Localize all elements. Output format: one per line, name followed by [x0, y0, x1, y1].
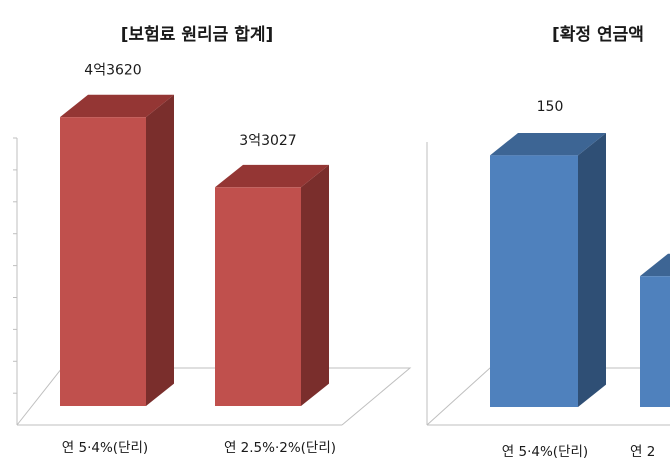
chart2-bar-1-front	[490, 155, 578, 407]
chart1-bar-2-top	[215, 164, 329, 188]
chart1-category-label-2: 연 2.5%·2%(단리)	[224, 440, 336, 456]
chart2-bar-2	[640, 253, 670, 407]
chart2-bar-1-side	[578, 132, 606, 407]
chart1-category-label-1: 연 5·4%(단리)	[62, 440, 148, 456]
chart2-bar-2-front	[640, 276, 670, 407]
chart1-bars	[60, 94, 329, 406]
chart1-bar-1-front	[60, 117, 146, 406]
chart2-bars	[490, 132, 670, 407]
chart2-category-label-1: 연 5·4%(단리)	[502, 444, 588, 460]
chart2-bar-2-top	[640, 253, 670, 277]
chart2-category-label-2: 연 2	[630, 444, 655, 460]
chart2-data-label-1: 150	[537, 99, 564, 115]
chart1-bar-1	[60, 94, 174, 406]
chart2-title: [확정 연금액	[552, 25, 644, 45]
chart-principal-total: [보험료 원리금 합계] 4억3620 3억3027 연 5·4%(단리) 연 …	[13, 24, 412, 456]
chart1-data-label-1: 4억3620	[84, 63, 141, 79]
chart1-bar-2-side	[301, 164, 329, 406]
chart2-bar-1-top	[490, 132, 606, 156]
chart2-bar-1	[490, 132, 606, 407]
chart1-data-label-2: 3억3027	[239, 133, 296, 149]
chart1-bar-2	[215, 164, 329, 406]
chart1-bar-1-side	[146, 94, 174, 406]
chart-pension-amount: [확정 연금액 150 연 5·4%(단리) 연 2	[426, 25, 670, 460]
chart1-title: [보험료 원리금 합계]	[121, 24, 274, 45]
chart1-bar-2-front	[215, 187, 301, 406]
chart1-bar-1-top	[60, 94, 174, 118]
